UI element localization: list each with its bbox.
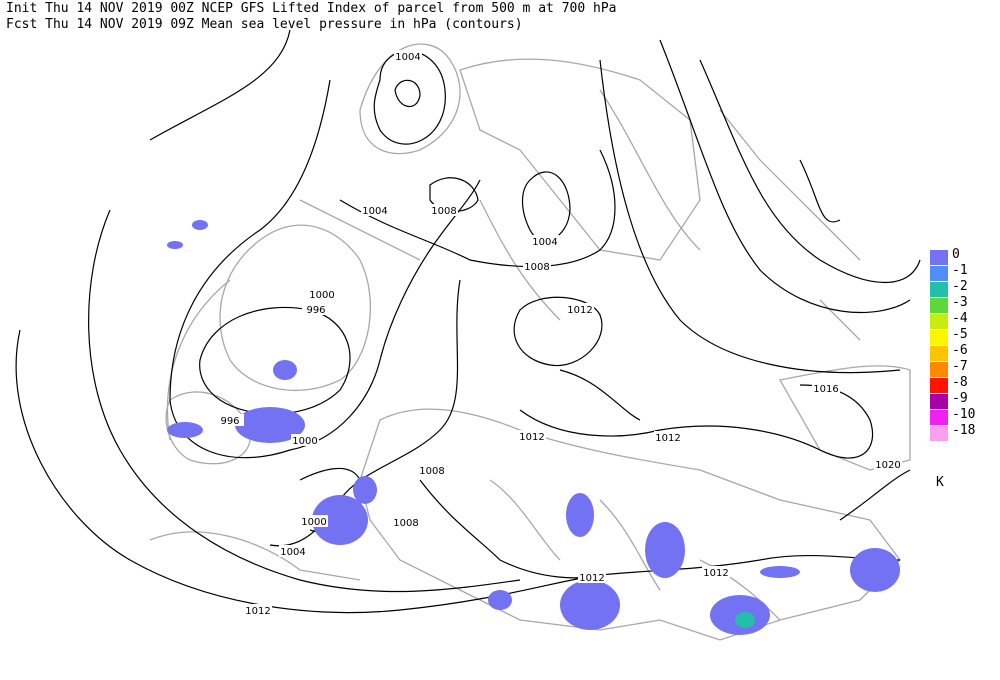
contour-label: 1000 — [292, 436, 317, 447]
label-bg — [300, 515, 328, 527]
instability-areas — [167, 220, 900, 635]
legend-swatch — [930, 282, 948, 297]
contour-label: 1008 — [431, 206, 456, 217]
label-bg — [874, 458, 902, 470]
legend-swatch — [930, 378, 948, 393]
contour-label: 1016 — [813, 384, 838, 395]
contour-label: 996 — [220, 416, 239, 427]
label-bg — [566, 303, 594, 315]
contour-label: 1012 — [519, 432, 544, 443]
legend-swatch — [930, 298, 948, 313]
contour-label: 1012 — [245, 606, 270, 617]
header-line: Init Thu 14 NOV 2019 00Z NCEP GFS Lifted… — [6, 1, 616, 16]
isobars — [15, 29, 921, 614]
label-bg — [291, 434, 319, 446]
label-bg — [430, 204, 458, 216]
label-bg — [392, 516, 420, 528]
contour-label: 1004 — [280, 547, 305, 558]
label-bg — [279, 545, 307, 557]
label-bg — [531, 235, 559, 247]
legend-label: -10 — [952, 407, 975, 422]
label-bg — [394, 50, 422, 62]
contour-label: 1008 — [393, 518, 418, 529]
label-bg — [308, 288, 336, 300]
legend-label: -4 — [952, 311, 968, 326]
label-bg — [518, 430, 546, 442]
contour-label: 1012 — [579, 573, 604, 584]
label-bg — [361, 204, 389, 216]
legend-swatch — [930, 394, 948, 409]
legend-swatch — [930, 426, 948, 441]
contour-label: 1012 — [655, 433, 680, 444]
contour-label: 1000 — [301, 517, 326, 528]
label-bg — [216, 414, 244, 426]
land-outlines — [149, 43, 911, 641]
legend-label: -8 — [952, 375, 968, 390]
label-bg — [654, 431, 682, 443]
legend-label: -3 — [952, 295, 968, 310]
label-bg — [812, 382, 840, 394]
legend-swatch — [930, 250, 948, 265]
legend-swatch — [930, 346, 948, 361]
legend-label: 0 — [952, 247, 960, 262]
contour-label: 1012 — [703, 568, 728, 579]
contour-label: 1004 — [395, 52, 420, 63]
header-line: Fcst Thu 14 NOV 2019 09Z Mean sea level … — [6, 17, 523, 32]
legend-label: -5 — [952, 327, 968, 342]
legend-swatch — [930, 330, 948, 345]
label-bg — [302, 303, 330, 315]
legend-swatch — [930, 362, 948, 377]
legend-label: -9 — [952, 391, 968, 406]
legend-label: -1 — [952, 263, 968, 278]
legend-label: -6 — [952, 343, 968, 358]
legend-swatch — [930, 266, 948, 281]
contour-label: 1008 — [419, 466, 444, 477]
label-bg — [578, 571, 606, 583]
contour-label: 1008 — [524, 262, 549, 273]
legend-label: -2 — [952, 279, 968, 294]
legend-swatch — [930, 314, 948, 329]
contour-label: 1004 — [362, 206, 387, 217]
contour-label: 1000 — [309, 290, 334, 301]
label-bg — [523, 260, 551, 272]
contour-label: 1012 — [567, 305, 592, 316]
contour-label: 1004 — [532, 237, 557, 248]
legend: 0-1-2-3-4-5-6-7-8-9-10-18 — [930, 247, 975, 441]
legend-label: -7 — [952, 359, 968, 374]
contour-labels: 1004 1008 1004 1004 1008 1000 996 996 1000 1012 10… — [216, 50, 902, 617]
contour-label: 996 — [306, 305, 325, 316]
label-bg — [418, 464, 446, 476]
label-bg — [244, 604, 272, 616]
legend-swatch — [930, 410, 948, 425]
legend-unit: K — [936, 475, 944, 490]
label-bg — [702, 566, 730, 578]
legend-label: -18 — [952, 423, 975, 438]
contour-label: 1020 — [875, 460, 900, 471]
